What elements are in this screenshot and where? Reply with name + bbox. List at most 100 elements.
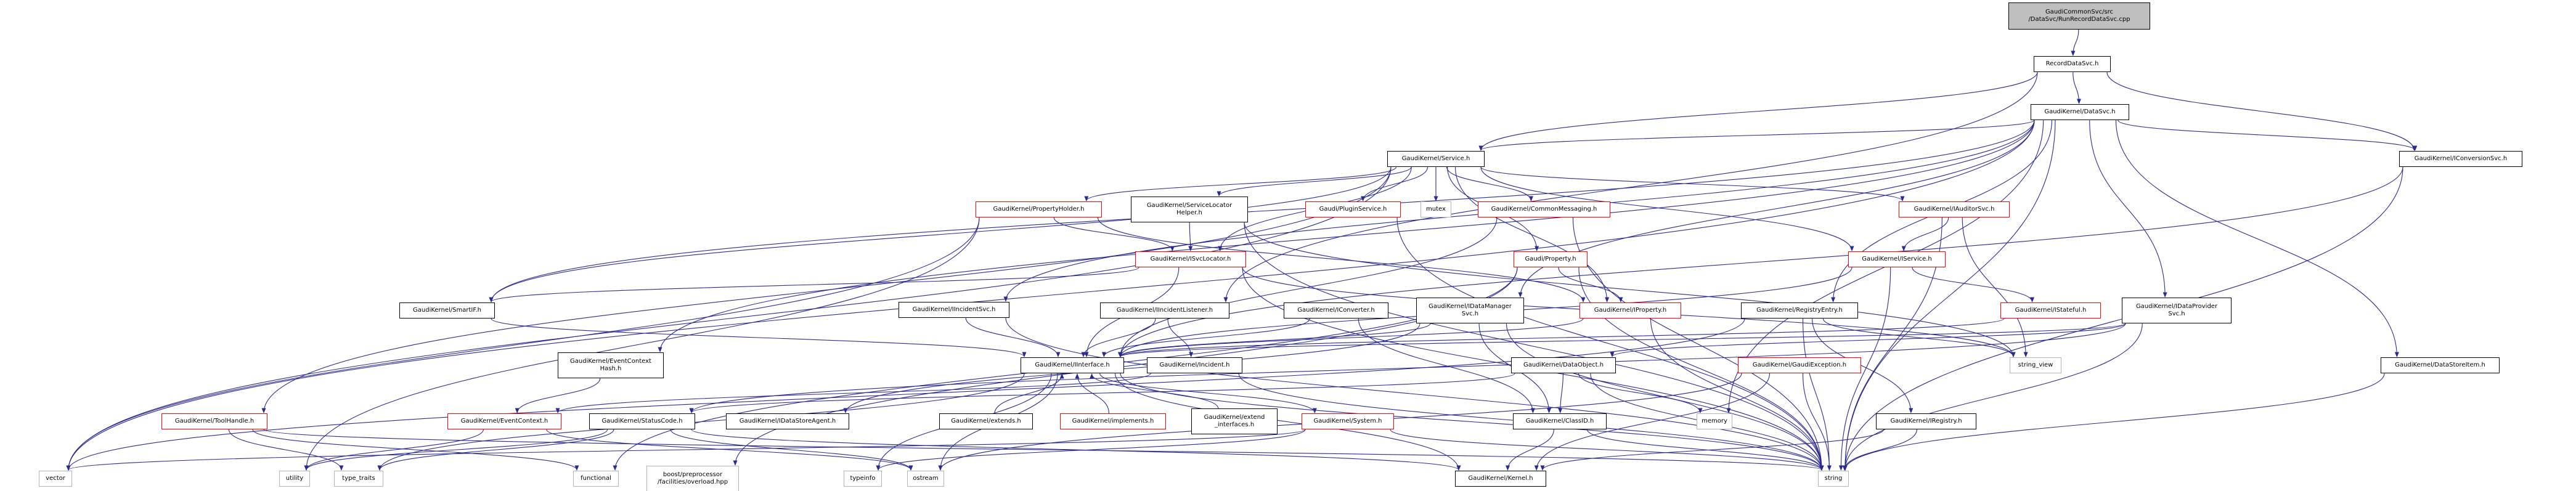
graph-node-statuscode[interactable]: GaudiKernel/StatusCode.h: [589, 413, 695, 429]
graph-node-iincidentsvc[interactable]: GaudiKernel/IIncidentSvc.h: [899, 302, 1009, 318]
graph-edge-idataprovidersvc-dataobject: [1610, 323, 2126, 357]
graph-node-gaudiproperty[interactable]: Gaudi/Property.h: [1514, 251, 1588, 267]
graph-edge-dataobject-memory: [1578, 373, 1703, 413]
graph-node-recorddatasvc[interactable]: RecordDataSvc.h: [2034, 56, 2111, 72]
graph-node-istateful[interactable]: GaudiKernel/IStateful.h: [2000, 302, 2101, 319]
graph-edge-eventcontext-ostream: [546, 429, 913, 471]
graph-edge-system-vector: [66, 429, 1306, 471]
graph-edge-pluginservice-string: [1396, 217, 1824, 471]
graph-node-eventcontexthash[interactable]: GaudiKernel/EventContext Hash.h: [558, 352, 664, 378]
graph-edge-propertyholder-isvclocator: [1053, 217, 1175, 251]
graph-node-iproperty[interactable]: GaudiKernel/IProperty.h: [1579, 302, 1681, 319]
graph-edge-recorddatasvc-iincidentlistener: [1223, 71, 2038, 302]
graph-node-extends[interactable]: GaudiKernel/extends.h: [939, 413, 1033, 429]
graph-edge-toolhandle-string: [263, 429, 1824, 471]
graph-node-iservice[interactable]: GaudiKernel/IService.h: [1848, 251, 1946, 267]
graph-edge-recorddatasvc-service: [1478, 71, 2038, 151]
graph-edge-service-vector: [66, 166, 1392, 471]
graph-node-utility: utility: [279, 471, 310, 487]
graph-node-system[interactable]: GaudiKernel/System.h: [1302, 413, 1394, 429]
graph-edge-idatamanagersvc-iinterface: [1118, 323, 1431, 357]
graph-edge-iconversionsvc-iinterface: [1118, 166, 2403, 357]
graph-edge-service-smartif: [489, 166, 1392, 302]
edges-group: [66, 29, 2418, 471]
graph-edge-statuscode-utility: [304, 429, 608, 471]
graph-node-toolhandle[interactable]: GaudiKernel/ToolHandle.h: [161, 413, 267, 429]
graph-node-iauditorsvc[interactable]: GaudiKernel/IAuditorSvc.h: [1899, 201, 2010, 217]
graph-edge-classid-string: [1586, 429, 1824, 471]
graph-node-iregistry[interactable]: GaudiKernel/IRegistry.h: [1876, 413, 1976, 429]
graph-edge-registryentry-iregistry: [1812, 318, 1914, 413]
graph-node-string: string: [1818, 471, 1849, 487]
graph-node-gaudiexception[interactable]: GaudiKernel/GaudiException.h: [1738, 357, 1861, 373]
graph-edge-statuscode-typetraits: [377, 429, 614, 471]
graph-edge-iauditorsvc-iservice: [1901, 217, 1949, 251]
graph-edge-gaudiexception-kernel: [1534, 373, 1771, 471]
graph-edge-iregistry-string: [1842, 429, 1917, 471]
graph-edge-idataprovidersvc-statuscode: [689, 323, 2126, 413]
graph-edge-dataobject-classid: [1558, 373, 1563, 413]
graph-node-svclocatorhelper[interactable]: GaudiKernel/ServiceLocator Helper.h: [1131, 197, 1248, 222]
graph-node-idatastoreagent[interactable]: GaudiKernel/IDataStoreAgent.h: [726, 413, 849, 429]
graph-edge-service-propertyholder: [1084, 166, 1397, 201]
graph-edge-iincidentsvc-iinterface: [965, 317, 1061, 357]
graph-edge-eventcontexthash-eventcontext: [515, 378, 601, 413]
graph-edge-datasvc-string: [1843, 120, 2056, 471]
graph-node-memory: memory: [1697, 413, 1732, 429]
graph-edge-service-iservice: [1480, 166, 1854, 251]
graph-edge-implements-iinterface: [1075, 373, 1109, 414]
graph-node-vector: vector: [39, 471, 72, 487]
graph-edge-iregistry-kernel: [1540, 429, 1884, 471]
graph-node-idataprovidersvc[interactable]: GaudiKernel/IDataProvider Svc.h: [2122, 298, 2232, 323]
graph-node-implements[interactable]: GaudiKernel/implements.h: [1060, 413, 1166, 429]
graph-edge-iinterface-kernel: [1114, 373, 1461, 471]
graph-edge-registryentry-stringview: [1822, 318, 2016, 357]
graph-node-mutex: mutex: [1420, 201, 1451, 217]
graph-node-kernel[interactable]: GaudiKernel/Kernel.h: [1455, 471, 1546, 487]
graph-node-classid[interactable]: GaudiKernel/ClassID.h: [1513, 413, 1607, 429]
graph-node-datasvc[interactable]: GaudiKernel/DataSvc.h: [2031, 104, 2129, 120]
graph-edge-statuscode-kernel: [691, 429, 1461, 471]
graph-node-iincidentlistener[interactable]: GaudiKernel/IIncidentListener.h: [1100, 302, 1229, 319]
graph-node-isvclocator[interactable]: GaudiKernel/ISvcLocator.h: [1135, 251, 1246, 267]
graph-node-stringview: string_view: [2010, 357, 2061, 373]
graph-edge-service-commonmessaging: [1446, 166, 1533, 201]
graph-node-registryentry[interactable]: GaudiKernel/RegistryEntry.h: [1741, 302, 1858, 319]
graph-edge-iincidentlistener-incident: [1167, 318, 1194, 357]
graph-node-pluginservice[interactable]: Gaudi/PluginService.h: [1305, 201, 1401, 217]
graph-edge-registryentry-string: [1802, 318, 1832, 471]
graph-edge-svclocatorhelper-stringview: [1244, 222, 2016, 357]
graph-node-iconverter[interactable]: GaudiKernel/IConverter.h: [1284, 302, 1388, 319]
graph-edge-service-pluginservice: [1361, 166, 1429, 201]
graph-edge-isvclocator-smartif: [489, 267, 1139, 302]
graph-edge-datastoreitem-string: [1843, 373, 2385, 471]
graph-edge-iauditorsvc-stringview: [1962, 217, 2028, 357]
graph-node-smartif[interactable]: GaudiKernel/SmartIF.h: [399, 302, 495, 319]
graph-edge-classid-kernel: [1506, 429, 1554, 471]
graph-node-datastoreitem[interactable]: GaudiKernel/DataStoreItem.h: [2381, 357, 2500, 373]
graph-node-typeinfo: typeinfo: [844, 471, 882, 487]
graph-edge-incident-eventcontext: [555, 373, 1151, 413]
graph-edge-datasvc-iconversionsvc: [2117, 120, 2418, 151]
graph-node-incident[interactable]: GaudiKernel/Incident.h: [1147, 357, 1242, 373]
graph-node-iinterface[interactable]: GaudiKernel/IInterface.h: [1021, 357, 1124, 373]
graph-edge-propertyholder-iproperty: [1097, 217, 1586, 302]
graph-edge-gaudiexception-string: [1802, 373, 1832, 471]
graph-node-typetraits: type_traits: [334, 471, 383, 487]
graph-edge-iinterface-typetraits: [377, 373, 1025, 471]
graph-node-iconversionsvc[interactable]: GaudiKernel/IConversionSvc.h: [2399, 151, 2522, 167]
graph-node-service[interactable]: GaudiKernel/Service.h: [1387, 151, 1485, 167]
graph-node-commonmessaging[interactable]: GaudiKernel/CommonMessaging.h: [1478, 201, 1610, 217]
graph-node-propertyholder[interactable]: GaudiKernel/PropertyHolder.h: [976, 201, 1102, 217]
graph-edge-extendinterfaces-iinterface: [1090, 373, 1219, 409]
graph-node-idatamanagersvc[interactable]: GaudiKernel/IDataManager Svc.h: [1416, 298, 1524, 323]
graph-node-dataobject[interactable]: GaudiKernel/DataObject.h: [1511, 357, 1616, 373]
graph-node-extendinterfaces[interactable]: GaudiKernel/extend _interfaces.h: [1191, 408, 1278, 434]
graph-edge-iincidentsvc-string: [1005, 317, 1824, 471]
graph-edge-iincidentlistener-iinterface: [1081, 318, 1156, 357]
graph-edge-svclocatorhelper-string: [1244, 222, 1824, 471]
graph-node-eventcontext[interactable]: GaudiKernel/EventContext.h: [447, 413, 561, 429]
graph-edge-propertyholder-vector: [66, 217, 980, 471]
